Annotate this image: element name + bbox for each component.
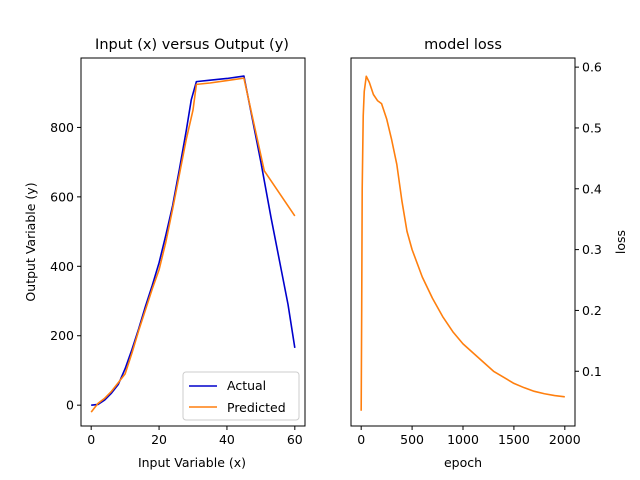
x-tick-label: 40 — [219, 432, 235, 447]
chart-model-loss: model loss 0 500 1000 1500 2000 0.1 0.2 0.3 0.4… — [350, 37, 628, 470]
y-tick-label: 0.6 — [582, 60, 602, 75]
legend-box — [182, 371, 300, 421]
y-tick-label: 800 — [50, 120, 74, 135]
x-tick-label: 1500 — [498, 432, 530, 447]
x-tick-label: 20 — [151, 432, 167, 447]
legend: Actual Predicted — [182, 371, 300, 421]
y-axis-ticks: 0 200 400 600 800 — [50, 120, 81, 413]
legend-label-actual: Actual — [227, 378, 266, 393]
axes-frame — [80, 57, 306, 427]
x-tick-label: 60 — [287, 432, 303, 447]
y-axis-ticks: 0.1 0.2 0.3 0.4 0.5 0.6 — [575, 60, 602, 379]
y-tick-label: 600 — [50, 189, 74, 204]
series-line-actual — [91, 75, 296, 406]
chart-input-output: Input (x) versus Output (y) 0 20 40 60 0 200… — [23, 37, 306, 470]
y-axis-label: Output Variable (y) — [23, 182, 38, 301]
x-axis-ticks: 0 20 40 60 — [87, 426, 303, 447]
x-tick-label: 500 — [400, 432, 424, 447]
series-line-loss — [360, 75, 565, 411]
y-tick-label: 0.5 — [582, 120, 602, 135]
x-tick-label: 1000 — [447, 432, 479, 447]
series-line-predicted — [90, 77, 296, 413]
y-tick-label: 0.1 — [582, 364, 602, 379]
plot-area — [360, 75, 565, 411]
x-tick-label: 0 — [357, 432, 365, 447]
y-tick-label: 0.2 — [582, 303, 602, 318]
x-tick-label: 2000 — [549, 432, 581, 447]
y-tick-label: 0.3 — [582, 242, 602, 257]
x-axis-ticks: 0 500 1000 1500 2000 — [357, 426, 581, 447]
x-axis-label: epoch — [444, 455, 482, 470]
x-tick-label: 0 — [87, 432, 95, 447]
y-axis-label: loss — [613, 230, 628, 254]
x-axis-label: Input Variable (x) — [138, 455, 246, 470]
chart-title: Input (x) versus Output (y) — [95, 37, 289, 53]
y-tick-label: 0.4 — [582, 181, 602, 196]
y-tick-label: 200 — [50, 328, 74, 343]
y-tick-label: 400 — [50, 259, 74, 274]
plot-area — [90, 75, 296, 413]
y-tick-label: 0 — [66, 398, 74, 413]
chart-title: model loss — [424, 37, 502, 53]
legend-label-predicted: Predicted — [227, 400, 286, 415]
